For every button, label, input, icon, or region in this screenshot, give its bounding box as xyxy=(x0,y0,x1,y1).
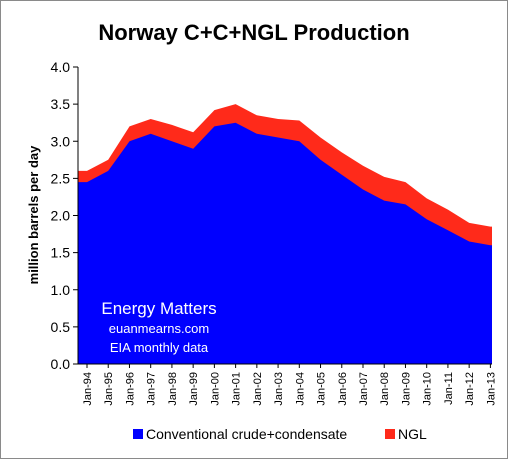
x-tick-label: Jan-03 xyxy=(273,372,285,406)
x-tick-label: Jan-01 xyxy=(231,372,243,406)
legend-swatch-crude xyxy=(133,429,143,439)
x-tick-label: Jan-04 xyxy=(294,372,306,406)
x-tick-label: Jan-06 xyxy=(337,372,349,406)
legend-label-ngl: NGL xyxy=(398,426,427,442)
y-tick-label: 2.0 xyxy=(51,208,71,224)
x-tick-label: Jan-94 xyxy=(82,372,94,406)
y-tick-label: 0.5 xyxy=(51,319,71,335)
x-tick-label: Jan-10 xyxy=(422,372,434,406)
series-layer xyxy=(78,104,492,364)
annotation-source: EIA monthly data xyxy=(110,340,209,355)
x-tick-label: Jan-05 xyxy=(316,372,328,406)
x-tick-label: Jan-00 xyxy=(209,372,221,406)
y-tick-label: 4.0 xyxy=(51,59,71,75)
x-tick-label: Jan-95 xyxy=(103,372,115,406)
x-tick-label: Jan-08 xyxy=(379,372,391,406)
series-area-0 xyxy=(78,122,492,364)
legend-swatch-ngl xyxy=(385,429,395,439)
x-tick-label: Jan-97 xyxy=(146,372,158,406)
x-tick-label: Jan-02 xyxy=(252,372,264,406)
y-tick-label: 1.0 xyxy=(51,282,71,298)
x-tick-label: Jan-12 xyxy=(464,372,476,406)
x-tick-label: Jan-07 xyxy=(358,372,370,406)
annotations: Energy Matters euanmearns.com EIA monthl… xyxy=(101,299,216,355)
legend-label-crude: Conventional crude+condensate xyxy=(146,426,347,442)
x-tick-label: Jan-99 xyxy=(188,372,200,406)
annotation-website: euanmearns.com xyxy=(109,321,209,336)
annotation-brand: Energy Matters xyxy=(101,299,216,318)
legend: Conventional crude+condensate NGL xyxy=(133,426,427,442)
x-tick-label: Jan-98 xyxy=(167,372,179,406)
chart-title: Norway C+C+NGL Production xyxy=(98,20,409,45)
y-tick-label: 3.0 xyxy=(51,133,71,149)
x-tick-label: Jan-11 xyxy=(443,372,455,405)
y-tick-label: 1.5 xyxy=(51,245,71,261)
axes-layer: 0.0 0.5 1.0 1.5 2.0 2.5 3.0 3.5 4.0 Jan-94 Jan-95 J… xyxy=(51,59,498,406)
x-tick-label: Jan-13 xyxy=(485,372,497,406)
x-tick-label: Jan-96 xyxy=(125,372,137,406)
x-tick-label: Jan-09 xyxy=(401,372,413,406)
y-tick-label: 0.0 xyxy=(51,356,71,372)
y-tick-label: 3.5 xyxy=(51,96,71,112)
y-tick-label: 2.5 xyxy=(51,170,71,186)
y-axis-label: million barrels per day xyxy=(26,145,41,284)
